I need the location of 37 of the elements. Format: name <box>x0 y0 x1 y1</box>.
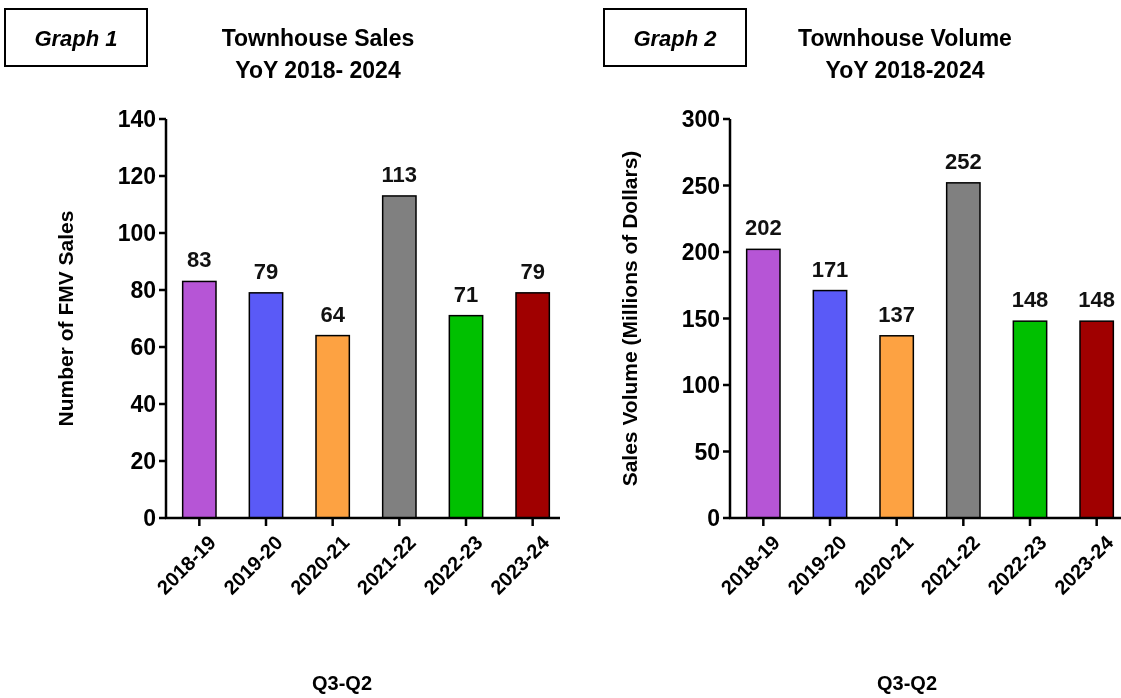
y-tick-label: 0 <box>707 505 720 532</box>
y-tick-label: 300 <box>681 106 720 133</box>
x-axis-title: Q3-Q2 <box>876 672 938 694</box>
chart-subtitle: YoY 2018- 2024 <box>235 57 401 83</box>
y-tick-label: 0 <box>143 505 156 532</box>
data-label: 113 <box>381 161 418 187</box>
data-label: 79 <box>520 258 545 284</box>
data-label: 83 <box>187 247 212 273</box>
y-axis-title: Sales Volume (Millions of Dollars) <box>618 150 642 487</box>
y-tick-label: 150 <box>681 305 720 332</box>
caption: Graph 1 <box>34 26 118 51</box>
data-label: 71 <box>453 281 479 307</box>
y-tick-label: 250 <box>681 172 720 199</box>
y-axis-title: Number of FMV Sales <box>54 210 78 427</box>
y-tick-label: 80 <box>130 277 156 304</box>
chart-title: Townhouse Volume <box>798 25 1012 51</box>
data-label: 252 <box>944 148 982 174</box>
y-tick-label: 120 <box>117 163 156 190</box>
data-label: 148 <box>1078 287 1116 313</box>
x-axis-title: Q3-Q2 <box>311 672 373 694</box>
y-tick-label: 60 <box>130 334 156 361</box>
data-label: 148 <box>1011 287 1049 313</box>
y-tick-label: 100 <box>117 220 156 247</box>
chart-subtitle: YoY 2018-2024 <box>825 57 985 83</box>
y-tick-label: 140 <box>117 106 156 133</box>
y-tick-label: 100 <box>681 372 720 399</box>
data-label: 79 <box>253 258 279 284</box>
y-tick-label: 20 <box>130 448 156 475</box>
y-tick-label: 40 <box>130 391 156 418</box>
data-label: 137 <box>878 301 916 327</box>
data-label: 171 <box>811 256 849 282</box>
data-label: 64 <box>320 301 346 327</box>
caption: Graph 2 <box>633 26 718 51</box>
chart-title: Townhouse Sales <box>221 25 415 51</box>
y-tick-label: 200 <box>681 239 720 266</box>
data-label: 202 <box>744 215 782 241</box>
y-tick-label: 50 <box>694 438 720 465</box>
